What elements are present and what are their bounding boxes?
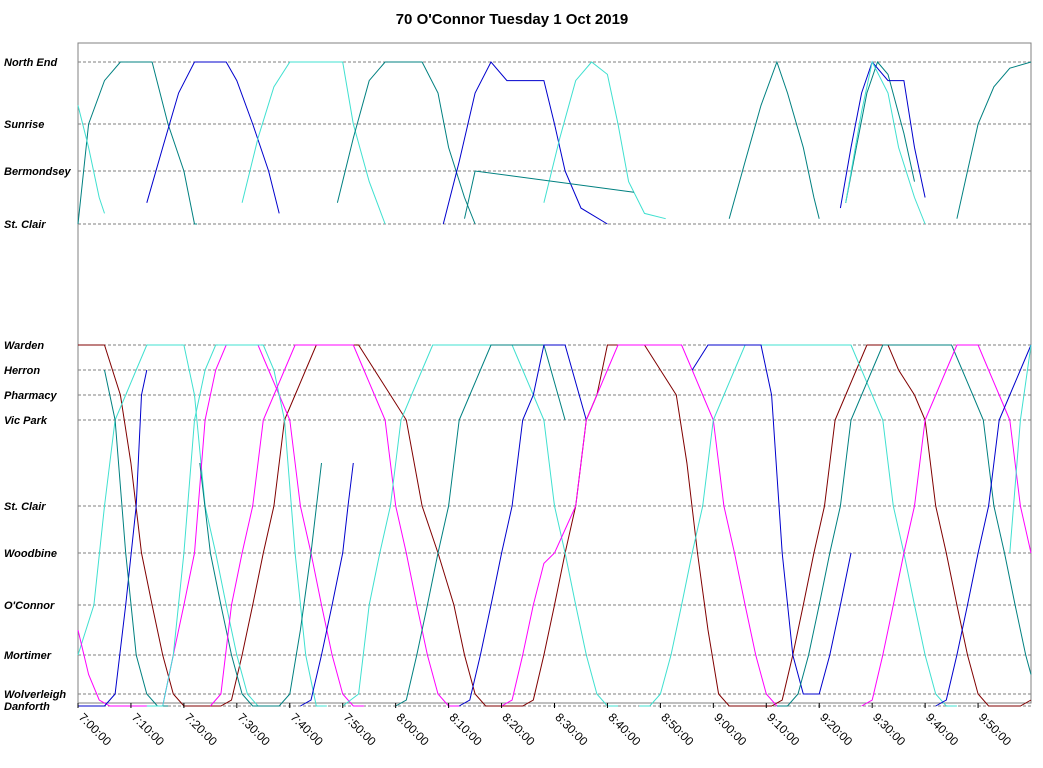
stop-label: Vic Park xyxy=(4,415,48,427)
trip-line-0-2 xyxy=(146,61,280,214)
x-tick-label: 7:10:00 xyxy=(129,710,167,748)
trip-line-0-1 xyxy=(77,105,105,214)
x-tick-label: 8:50:00 xyxy=(658,710,696,748)
trip-line-1-13 xyxy=(639,344,957,707)
trip-line-1-0 xyxy=(78,344,1032,707)
x-tick-label: 8:10:00 xyxy=(446,710,484,748)
trip-line-1-12 xyxy=(501,344,788,707)
trip-line-1-18 xyxy=(1009,344,1032,554)
stop-label: Sunrise xyxy=(4,119,44,131)
x-tick-label: 9:10:00 xyxy=(764,710,802,748)
trip-line-1-8 xyxy=(210,344,460,707)
x-tick-label: 9:00:00 xyxy=(711,710,749,748)
trip-line-0-12 xyxy=(956,61,1032,219)
x-tick-label: 8:20:00 xyxy=(499,710,537,748)
x-tick-label: 8:00:00 xyxy=(394,710,432,748)
x-tick-label: 7:00:00 xyxy=(76,710,114,748)
x-tick-label: 9:40:00 xyxy=(923,710,961,748)
trip-line-1-4 xyxy=(104,369,168,707)
x-tick-label: 7:50:00 xyxy=(341,710,379,748)
stop-label: Warden xyxy=(4,340,44,352)
trip-line-1-14 xyxy=(691,344,852,695)
trip-line-0-4 xyxy=(336,61,476,225)
trip-line-1-10 xyxy=(395,344,566,707)
time-tick-labels: 7:00:00 7:10:00 7:20:00 7:30:00 7:40:00 7:50:… xyxy=(76,703,1014,749)
stop-label: Mortimer xyxy=(4,650,52,662)
trip-line-0-0 xyxy=(77,61,198,225)
trip-line-0-7 xyxy=(464,170,634,219)
stop-label: Danforth xyxy=(4,701,50,713)
trip-line-0-6 xyxy=(543,61,666,220)
trip-line-1-7 xyxy=(199,462,322,707)
chart-title: 70 O'Connor Tuesday 1 Oct 2019 xyxy=(396,11,629,28)
trip-line-1-1 xyxy=(77,344,269,707)
stop-label: Herron xyxy=(4,365,40,377)
stop-label: Woodbine xyxy=(4,548,57,560)
x-tick-label: 9:30:00 xyxy=(870,710,908,748)
trip-line-1-9 xyxy=(342,344,618,707)
trip-line-0-11 xyxy=(845,60,926,225)
trip-line-1-6 xyxy=(300,462,354,707)
trip-line-0-10 xyxy=(839,61,926,209)
trip-line-1-2 xyxy=(77,344,364,707)
trip-line-1-5 xyxy=(146,344,327,707)
stop-label: Pharmacy xyxy=(4,390,57,402)
x-tick-label: 9:20:00 xyxy=(817,710,855,748)
stop-label: North End xyxy=(4,57,57,69)
stop-label: O'Connor xyxy=(4,600,55,612)
x-tick-label: 9:50:00 xyxy=(976,710,1014,748)
trip-line-0-9 xyxy=(845,61,915,203)
x-tick-label: 8:30:00 xyxy=(552,710,590,748)
trip-line-0-8 xyxy=(728,60,820,219)
trip-lines xyxy=(77,60,1032,707)
trip-line-0-3 xyxy=(241,61,386,225)
x-tick-label: 7:20:00 xyxy=(182,710,220,748)
trip-line-1-15 xyxy=(776,344,1032,707)
trip-line-1-16 xyxy=(861,344,1032,707)
x-tick-label: 7:30:00 xyxy=(235,710,273,748)
trip-line-1-3 xyxy=(78,369,148,707)
stop-label: Bermondsey xyxy=(4,166,72,178)
trip-line-1-17 xyxy=(935,344,1032,707)
trip-line-0-5 xyxy=(442,61,608,225)
x-tick-label: 7:40:00 xyxy=(288,710,326,748)
stop-label: St. Clair xyxy=(4,219,46,231)
stop-labels: North End Sunrise Bermondsey St. Clair Warde… xyxy=(4,57,72,713)
trip-line-1-11 xyxy=(458,344,587,707)
stop-label: Wolverleigh xyxy=(4,689,66,701)
x-tick-label: 8:40:00 xyxy=(605,710,643,748)
stop-label: St. Clair xyxy=(4,501,46,513)
